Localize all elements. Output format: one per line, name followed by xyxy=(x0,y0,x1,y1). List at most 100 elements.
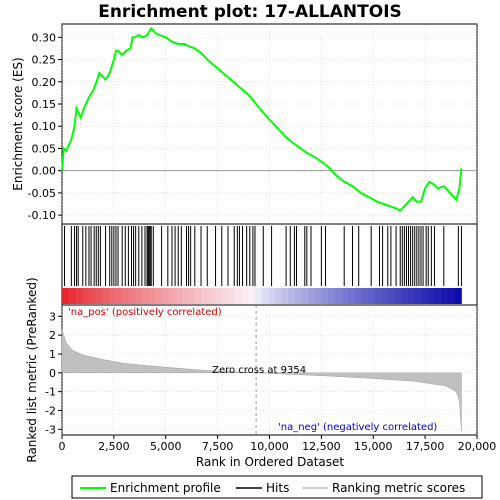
color-bar-segment xyxy=(201,288,209,304)
color-bar-segment xyxy=(241,288,249,304)
color-bar-segment xyxy=(321,288,329,304)
es-tick-label: -0.10 xyxy=(28,209,56,222)
color-bar-segment xyxy=(428,288,436,304)
es-tick-label: 0.15 xyxy=(32,98,57,111)
hits-marks xyxy=(63,226,462,286)
color-bar-segment xyxy=(388,288,396,304)
color-bar-segment xyxy=(235,288,243,304)
color-bar-segment xyxy=(401,288,409,304)
color-bar-segment xyxy=(295,288,303,304)
color-bar-segment xyxy=(434,288,442,304)
x-tick-label: 15,000 xyxy=(354,440,393,453)
color-bar-segment xyxy=(108,288,116,304)
color-bar-segment xyxy=(168,288,176,304)
zero-cross-label: Zero cross at 9354 xyxy=(212,365,306,376)
color-bar-segment xyxy=(221,288,229,304)
color-bar-segment xyxy=(361,288,369,304)
color-bar-segment xyxy=(68,288,76,304)
color-bar-segment xyxy=(115,288,123,304)
color-bar-segment xyxy=(261,288,269,304)
enrichment-profile-line xyxy=(61,26,463,212)
color-bar-segment xyxy=(374,288,382,304)
color-bar-segment xyxy=(135,288,143,304)
x-tick-label: 17,500 xyxy=(406,440,445,453)
neg-correlated-label: 'na_neg' (negatively correlated) xyxy=(278,422,437,433)
metric-tick-label: 3 xyxy=(49,310,56,323)
metric-tick-label: 2 xyxy=(49,329,56,342)
color-bar-segment xyxy=(288,288,296,304)
x-axis-ticks: 0 2,500 5,000 7,500 10,000 12,500 15,000 17,500… xyxy=(59,435,497,453)
legend-metric-label: Ranking metric scores xyxy=(332,481,465,495)
metric-y-axis-ticks: -3 -2 -1 0 1 2 3 xyxy=(45,310,62,436)
color-bar-segment xyxy=(101,288,110,304)
es-grid xyxy=(61,24,478,224)
color-bar-segment xyxy=(175,288,183,304)
color-bar-segment xyxy=(448,288,456,304)
legend-hits-label: Hits xyxy=(266,481,289,495)
color-bar-segment xyxy=(354,288,362,304)
color-bar-segment xyxy=(88,288,96,304)
metric-y-label: Ranked list metric (PreRanked) xyxy=(25,277,39,462)
ranking-metric-area xyxy=(61,329,462,432)
x-tick-label: 5,000 xyxy=(150,440,182,453)
color-bar-segment xyxy=(414,288,422,304)
color-bar-segment xyxy=(441,288,449,304)
color-bar-segment xyxy=(228,288,236,304)
color-bar-segment xyxy=(148,288,156,304)
color-bar-segment xyxy=(368,288,376,304)
color-bar-segment xyxy=(281,288,289,304)
x-tick-label: 12,500 xyxy=(302,440,341,453)
color-bar-segment xyxy=(381,288,389,304)
color-bar-segment xyxy=(248,288,256,304)
color-bar-segment xyxy=(155,288,163,304)
chart-title: Enrichment plot: 17-ALLANTOIS xyxy=(98,2,402,22)
color-bar-segment xyxy=(421,288,429,304)
color-bar-segment xyxy=(62,288,70,304)
color-bar-segment xyxy=(121,288,129,304)
color-bar-segment xyxy=(188,288,196,304)
es-tick-label: 0.20 xyxy=(32,76,57,89)
color-bar-segment xyxy=(348,288,356,304)
es-y-axis-ticks: -0.10 -0.05 0.00 0.05 0.10 0.15 0.20 0.25 0.30 xyxy=(28,31,62,222)
metric-tick-label: 0 xyxy=(49,367,56,380)
color-bar-segment xyxy=(308,288,316,304)
color-bar-segment xyxy=(141,288,149,304)
color-bar-segment xyxy=(301,288,309,304)
color-bar-segment xyxy=(208,288,216,304)
color-bar-segment xyxy=(81,288,90,304)
x-axis-label: Rank in Ordered Dataset xyxy=(196,455,344,469)
color-bar-segment xyxy=(161,288,169,304)
metric-tick-label: 1 xyxy=(49,348,56,361)
metric-tick-label: -3 xyxy=(45,423,56,436)
color-bar-segment xyxy=(275,288,283,304)
es-tick-label: 0.10 xyxy=(32,120,57,133)
color-bar-segment xyxy=(255,288,263,304)
color-bar-segment xyxy=(328,288,336,304)
color-bar-segment xyxy=(215,288,223,304)
color-bar-segment xyxy=(95,288,103,304)
color-bar-segment xyxy=(454,288,462,304)
color-bar-segment xyxy=(268,288,276,304)
metric-tick-label: -1 xyxy=(45,386,56,399)
color-bar-segment xyxy=(314,288,323,304)
metric-tick-label: -2 xyxy=(45,405,56,418)
color-bar-segment xyxy=(128,288,136,304)
rank-color-bar xyxy=(62,288,462,304)
x-tick-label: 2,500 xyxy=(98,440,130,453)
x-tick-label: 20,000 xyxy=(458,440,497,453)
color-bar-segment xyxy=(181,288,189,304)
color-bar-segment xyxy=(195,288,203,304)
x-tick-label: 10,000 xyxy=(250,440,289,453)
pos-correlated-label: 'na_pos' (positively correlated) xyxy=(68,307,222,318)
x-tick-label: 7,500 xyxy=(202,440,234,453)
legend-profile-label: Enrichment profile xyxy=(110,481,221,495)
es-tick-label: 0.25 xyxy=(32,54,57,67)
color-bar-segment xyxy=(408,288,416,304)
es-y-label: Enrichment score (ES) xyxy=(11,57,25,190)
color-bar-segment xyxy=(394,288,402,304)
color-bar-segment xyxy=(341,288,349,304)
color-bar-segment xyxy=(334,288,343,304)
es-tick-label: 0.30 xyxy=(32,31,57,44)
color-bar-segment xyxy=(75,288,83,304)
